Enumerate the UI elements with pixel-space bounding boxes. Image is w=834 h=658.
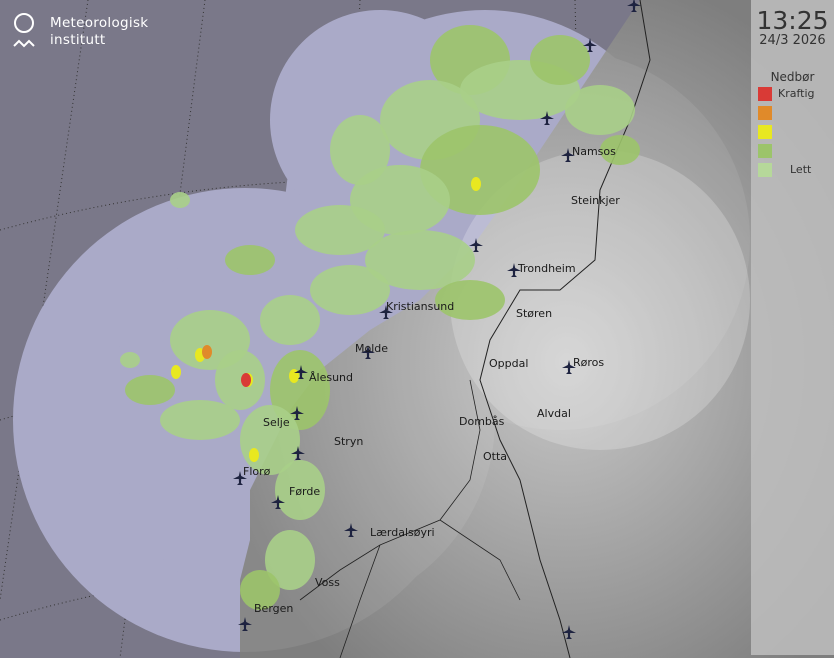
- legend: Kraftig Lett: [751, 84, 834, 179]
- date: 24/3 2026: [759, 33, 826, 48]
- rain-cell: [289, 369, 299, 383]
- legend-item: Lett: [758, 160, 834, 179]
- rain-area: [240, 570, 280, 610]
- county-borders: [299, 379, 521, 658]
- rain-area: [530, 35, 590, 85]
- rain-area: [295, 205, 385, 255]
- radar-range-light: [450, 150, 750, 450]
- city-label: Lærdalsøyri: [370, 526, 435, 539]
- city-label: Støren: [516, 307, 553, 320]
- legend-swatch: [758, 124, 772, 139]
- rain-area: [365, 230, 475, 290]
- legend-swatch: [758, 86, 772, 101]
- land-norway: [240, 0, 834, 658]
- rain-area: [435, 280, 505, 320]
- rain-cell: [241, 373, 251, 387]
- airport-icon: [562, 625, 576, 639]
- city-label: Voss: [315, 576, 340, 589]
- rain-area: [215, 350, 265, 410]
- airport-icon: [238, 617, 252, 631]
- legend-label: Kraftig: [778, 87, 815, 100]
- rain-cell: [171, 365, 181, 379]
- airport-icon: [469, 238, 483, 252]
- legend-item: [758, 122, 834, 141]
- airport-icon: [540, 111, 554, 125]
- rain-area: [565, 85, 635, 135]
- legend-swatch: [758, 143, 772, 158]
- rain-cell: [471, 177, 481, 191]
- rain-area: [265, 530, 315, 590]
- city-label: Florø: [243, 465, 271, 478]
- airport-icon: [583, 38, 597, 52]
- city-label: Røros: [573, 356, 605, 369]
- legend-swatch: [758, 162, 772, 177]
- met-logo-icon: [12, 12, 40, 52]
- city-label: Steinkjer: [571, 194, 620, 207]
- city-label: Selje: [263, 416, 290, 429]
- city-label: Kristiansund: [386, 300, 455, 313]
- airport-icon: [562, 360, 576, 374]
- logo-line1: Meteorologisk: [50, 15, 149, 31]
- airport-icon: [561, 148, 575, 162]
- city-label: Otta: [483, 450, 508, 463]
- rain-area: [600, 135, 640, 165]
- airport-icon: [233, 471, 247, 485]
- airport-icon: [361, 345, 375, 359]
- border-sweden: [479, 0, 651, 658]
- met-logo: Meteorologisk institutt: [12, 12, 148, 52]
- logo-line2: institutt: [50, 32, 106, 48]
- airport-icon: [291, 446, 305, 460]
- city-label: Molde: [355, 342, 389, 355]
- airport-icon: [290, 406, 304, 420]
- city-label: Namsos: [572, 145, 616, 158]
- legend-item: Kraftig: [758, 84, 834, 103]
- airport-icon: [507, 263, 521, 277]
- airports: [233, 0, 641, 639]
- rain-area: [310, 265, 390, 315]
- rain-area: [330, 115, 390, 185]
- airport-icon: [627, 0, 641, 12]
- city-label: Stryn: [334, 435, 364, 448]
- city-label: Oppdal: [489, 357, 529, 370]
- city-label: Ålesund: [309, 371, 354, 384]
- info-panel: 13:25 24/3 2026 Nedbør Kraftig Lett: [751, 0, 834, 655]
- airport-icon: [271, 495, 285, 509]
- rain-area: [420, 125, 540, 215]
- city-label: Bergen: [254, 602, 294, 615]
- rain-area: [160, 400, 240, 440]
- city-label: Førde: [289, 485, 321, 498]
- rain-area: [225, 245, 275, 275]
- legend-label: Lett: [790, 163, 812, 176]
- time: 13:25: [756, 6, 829, 35]
- rain-cell: [249, 448, 259, 462]
- city-label: Dombås: [459, 415, 505, 428]
- rain-area: [125, 375, 175, 405]
- city-label: Alvdal: [537, 407, 571, 420]
- airport-icon: [344, 523, 358, 537]
- airport-icon: [294, 365, 308, 379]
- legend-item: [758, 141, 834, 160]
- rain-area: [260, 295, 320, 345]
- city-label: Trondheim: [518, 262, 576, 275]
- legend-title: Nedbør: [770, 70, 815, 84]
- legend-swatch: [758, 105, 772, 120]
- rain-area: [170, 192, 190, 208]
- rain-area: [120, 352, 140, 368]
- precipitation: [120, 25, 640, 610]
- legend-item: [758, 103, 834, 122]
- airport-icon: [379, 305, 393, 319]
- rain-cell: [202, 345, 212, 359]
- rain-area: [275, 460, 325, 520]
